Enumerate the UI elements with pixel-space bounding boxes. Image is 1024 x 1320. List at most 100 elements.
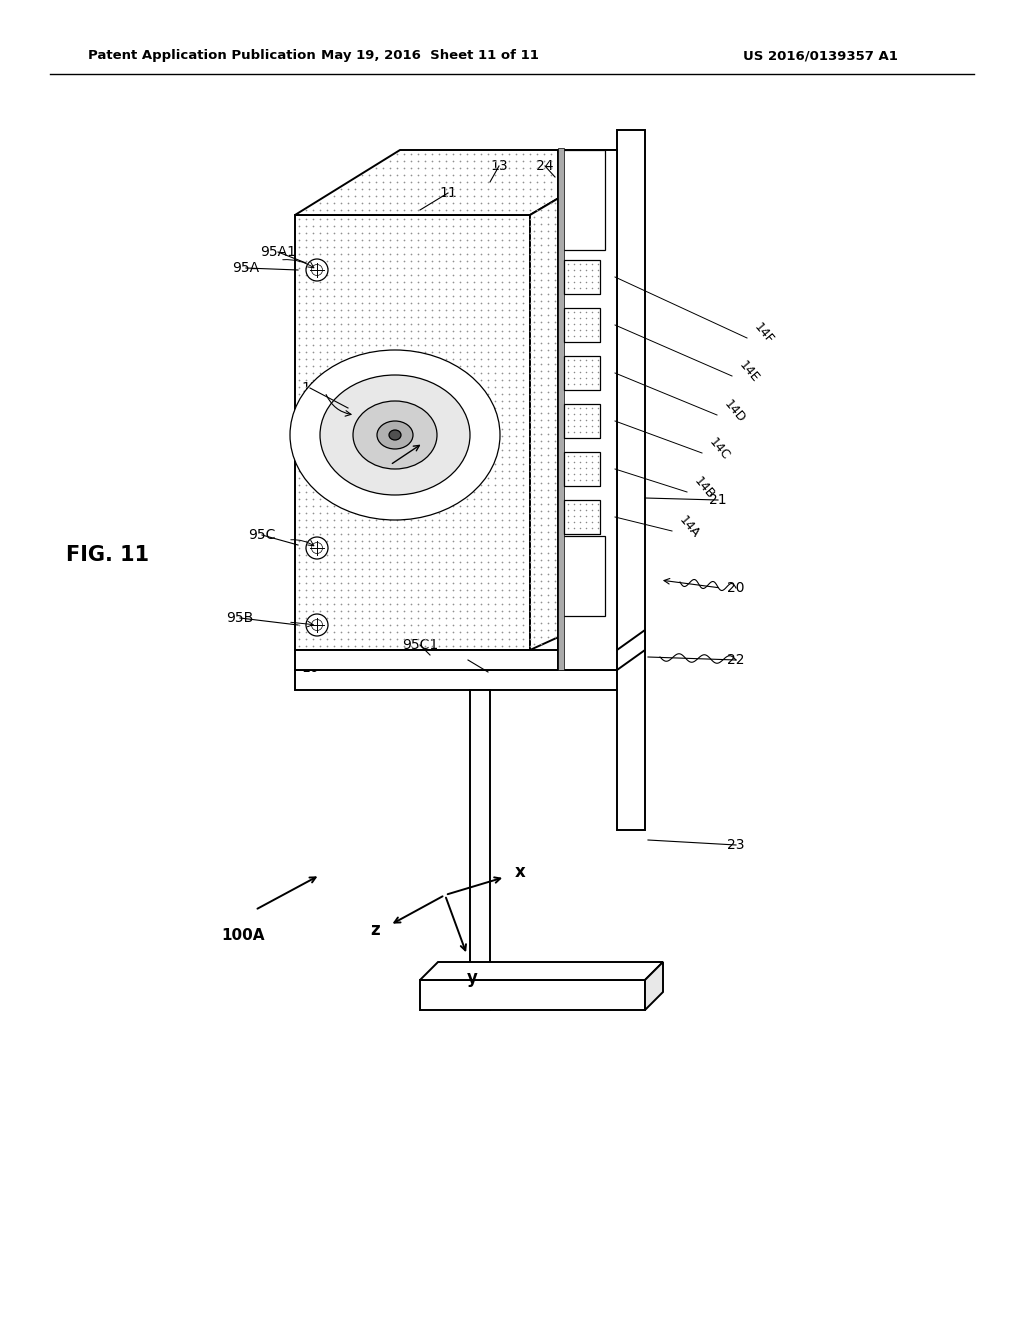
- Point: [553, 507, 569, 528]
- Point: [514, 572, 530, 593]
- Point: [368, 635, 384, 656]
- Point: [423, 418, 439, 440]
- Point: [578, 374, 594, 395]
- Point: [291, 209, 307, 230]
- Point: [417, 292, 433, 313]
- Point: [346, 474, 362, 495]
- Point: [532, 381, 549, 403]
- Point: [525, 430, 542, 451]
- Point: [388, 453, 404, 474]
- Point: [595, 381, 611, 403]
- Point: [472, 279, 488, 300]
- Point: [631, 401, 647, 422]
- Point: [624, 570, 640, 591]
- Point: [452, 178, 468, 199]
- Point: [521, 264, 538, 285]
- Point: [521, 537, 538, 558]
- Point: [595, 416, 611, 437]
- Point: [430, 264, 446, 285]
- Point: [547, 409, 563, 430]
- Point: [501, 257, 517, 279]
- Point: [423, 599, 439, 622]
- Point: [532, 220, 549, 242]
- Point: [616, 185, 633, 206]
- Point: [395, 319, 412, 341]
- Point: [304, 341, 321, 362]
- Point: [507, 446, 523, 467]
- Point: [567, 395, 584, 416]
- Point: [459, 516, 475, 537]
- Point: [609, 339, 626, 360]
- Point: [566, 409, 583, 430]
- Circle shape: [306, 614, 328, 636]
- Point: [479, 215, 496, 236]
- Point: [582, 437, 598, 458]
- Point: [437, 236, 454, 257]
- Point: [567, 549, 584, 570]
- Point: [479, 516, 496, 537]
- Point: [553, 473, 569, 494]
- Point: [333, 446, 349, 467]
- Point: [567, 282, 584, 304]
- Point: [479, 628, 496, 649]
- Point: [375, 502, 391, 523]
- Point: [616, 331, 633, 352]
- Point: [567, 227, 584, 248]
- Point: [624, 227, 640, 248]
- Point: [402, 285, 419, 306]
- Point: [311, 292, 328, 313]
- Point: [444, 327, 461, 348]
- Point: [333, 313, 349, 334]
- Point: [574, 206, 591, 227]
- Point: [297, 620, 313, 642]
- Point: [514, 376, 530, 397]
- Point: [368, 404, 384, 425]
- Point: [521, 389, 538, 411]
- Point: [547, 255, 563, 276]
- Point: [437, 467, 454, 488]
- Point: [494, 319, 510, 341]
- Point: [514, 502, 530, 523]
- Point: [582, 395, 598, 416]
- Point: [452, 292, 468, 313]
- Point: [589, 549, 605, 570]
- Point: [304, 558, 321, 579]
- Point: [609, 458, 626, 479]
- Text: 100A: 100A: [221, 928, 265, 942]
- Point: [521, 313, 538, 334]
- Point: [566, 397, 583, 418]
- Point: [486, 467, 503, 488]
- Bar: [564, 404, 600, 438]
- Point: [326, 635, 342, 656]
- Point: [631, 500, 647, 521]
- Point: [501, 474, 517, 495]
- Point: [375, 495, 391, 516]
- Point: [547, 583, 563, 605]
- Point: [547, 492, 563, 513]
- Point: [549, 170, 565, 191]
- Point: [333, 502, 349, 523]
- Point: [566, 362, 583, 383]
- Point: [326, 257, 342, 279]
- Point: [465, 279, 481, 300]
- Point: [567, 451, 584, 473]
- Point: [423, 143, 439, 164]
- Point: [410, 150, 426, 172]
- Point: [560, 255, 577, 276]
- Point: [560, 199, 577, 220]
- Point: [528, 191, 545, 213]
- Point: [514, 397, 530, 418]
- Point: [479, 285, 496, 306]
- Text: 14A: 14A: [676, 513, 701, 540]
- Point: [326, 271, 342, 292]
- Point: [304, 628, 321, 649]
- Point: [624, 521, 640, 543]
- Point: [479, 502, 496, 523]
- Point: [589, 213, 605, 234]
- Point: [395, 510, 412, 531]
- Point: [567, 430, 584, 451]
- Point: [395, 558, 412, 579]
- Point: [560, 339, 577, 360]
- Point: [417, 529, 433, 550]
- Point: [430, 453, 446, 474]
